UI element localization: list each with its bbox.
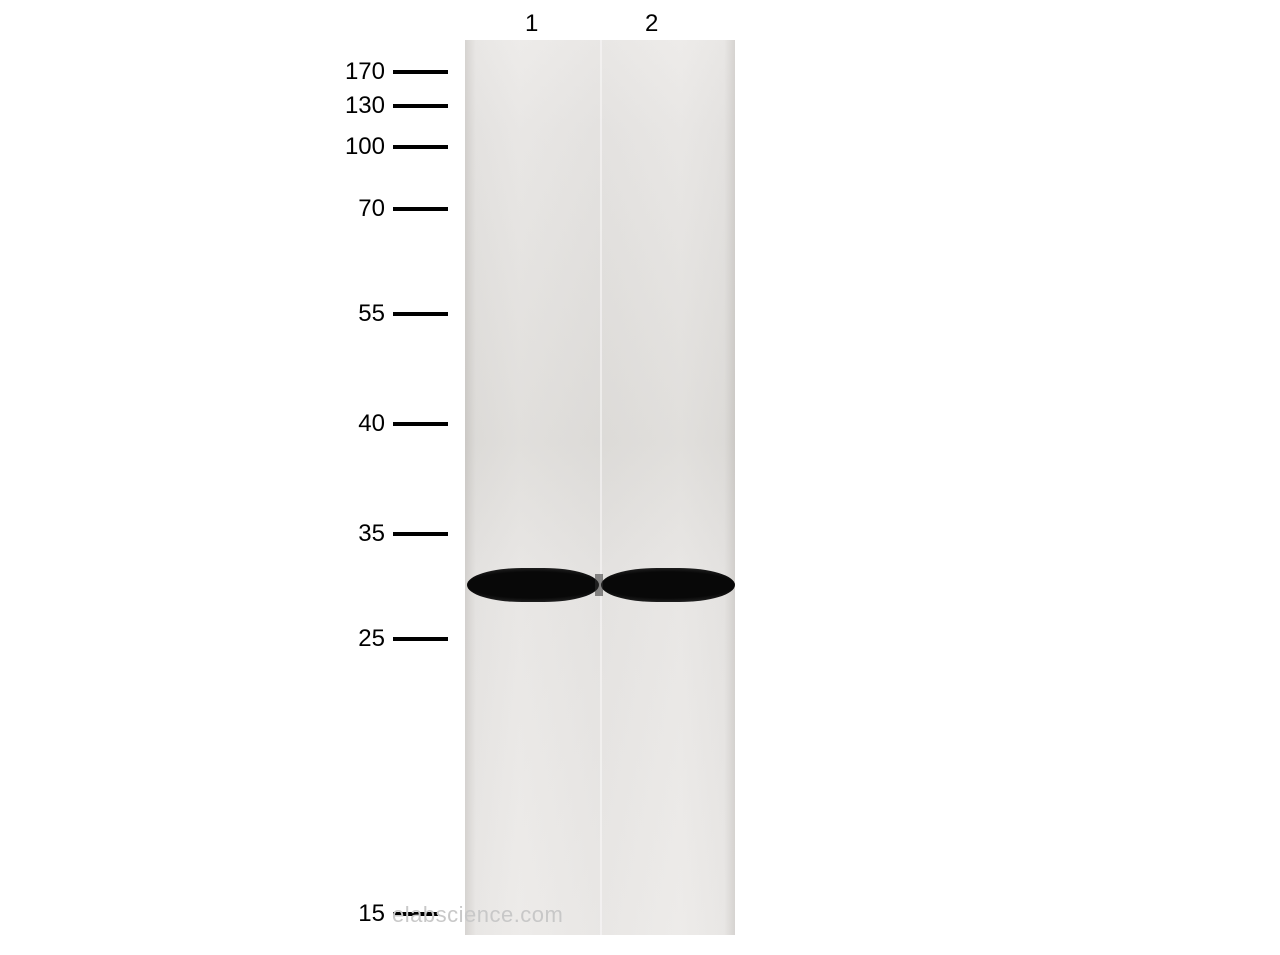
mw-marker: 55	[330, 300, 448, 328]
mw-marker: 130	[330, 92, 448, 120]
lane-label: 2	[645, 10, 658, 38]
mw-marker-value: 55	[330, 300, 385, 328]
mw-marker-value: 100	[330, 133, 385, 161]
mw-marker: 170	[330, 58, 448, 86]
mw-marker: 40	[330, 410, 448, 438]
mw-marker-value: 25	[330, 625, 385, 653]
protein-band-lane1	[467, 568, 599, 602]
mw-marker-value: 35	[330, 520, 385, 548]
mw-marker-tick	[393, 70, 448, 74]
mw-marker-tick	[393, 312, 448, 316]
mw-marker-value: 70	[330, 195, 385, 223]
mw-marker-value: 130	[330, 92, 385, 120]
lane-label: 1	[525, 10, 538, 38]
mw-marker: 35	[330, 520, 448, 548]
mw-marker-tick	[393, 104, 448, 108]
band-lane-gap	[595, 574, 603, 596]
mw-marker-tick	[393, 637, 448, 641]
mw-marker: 25	[330, 625, 448, 653]
mw-marker-value: 15	[330, 900, 385, 928]
lane-divider	[600, 40, 602, 935]
mw-marker: 100	[330, 133, 448, 161]
mw-marker-tick	[393, 145, 448, 149]
mw-marker: 70	[330, 195, 448, 223]
watermark-text: elabscience.com	[392, 902, 563, 928]
western-blot-figure: 12 170130100705540352515 elabscience.com	[330, 20, 950, 935]
mw-marker-tick	[393, 422, 448, 426]
mw-marker-value: 40	[330, 410, 385, 438]
blot-membrane	[465, 40, 735, 935]
mw-marker-tick	[393, 532, 448, 536]
mw-marker-tick	[393, 207, 448, 211]
mw-marker-value: 170	[330, 58, 385, 86]
protein-band-lane2	[601, 568, 735, 602]
